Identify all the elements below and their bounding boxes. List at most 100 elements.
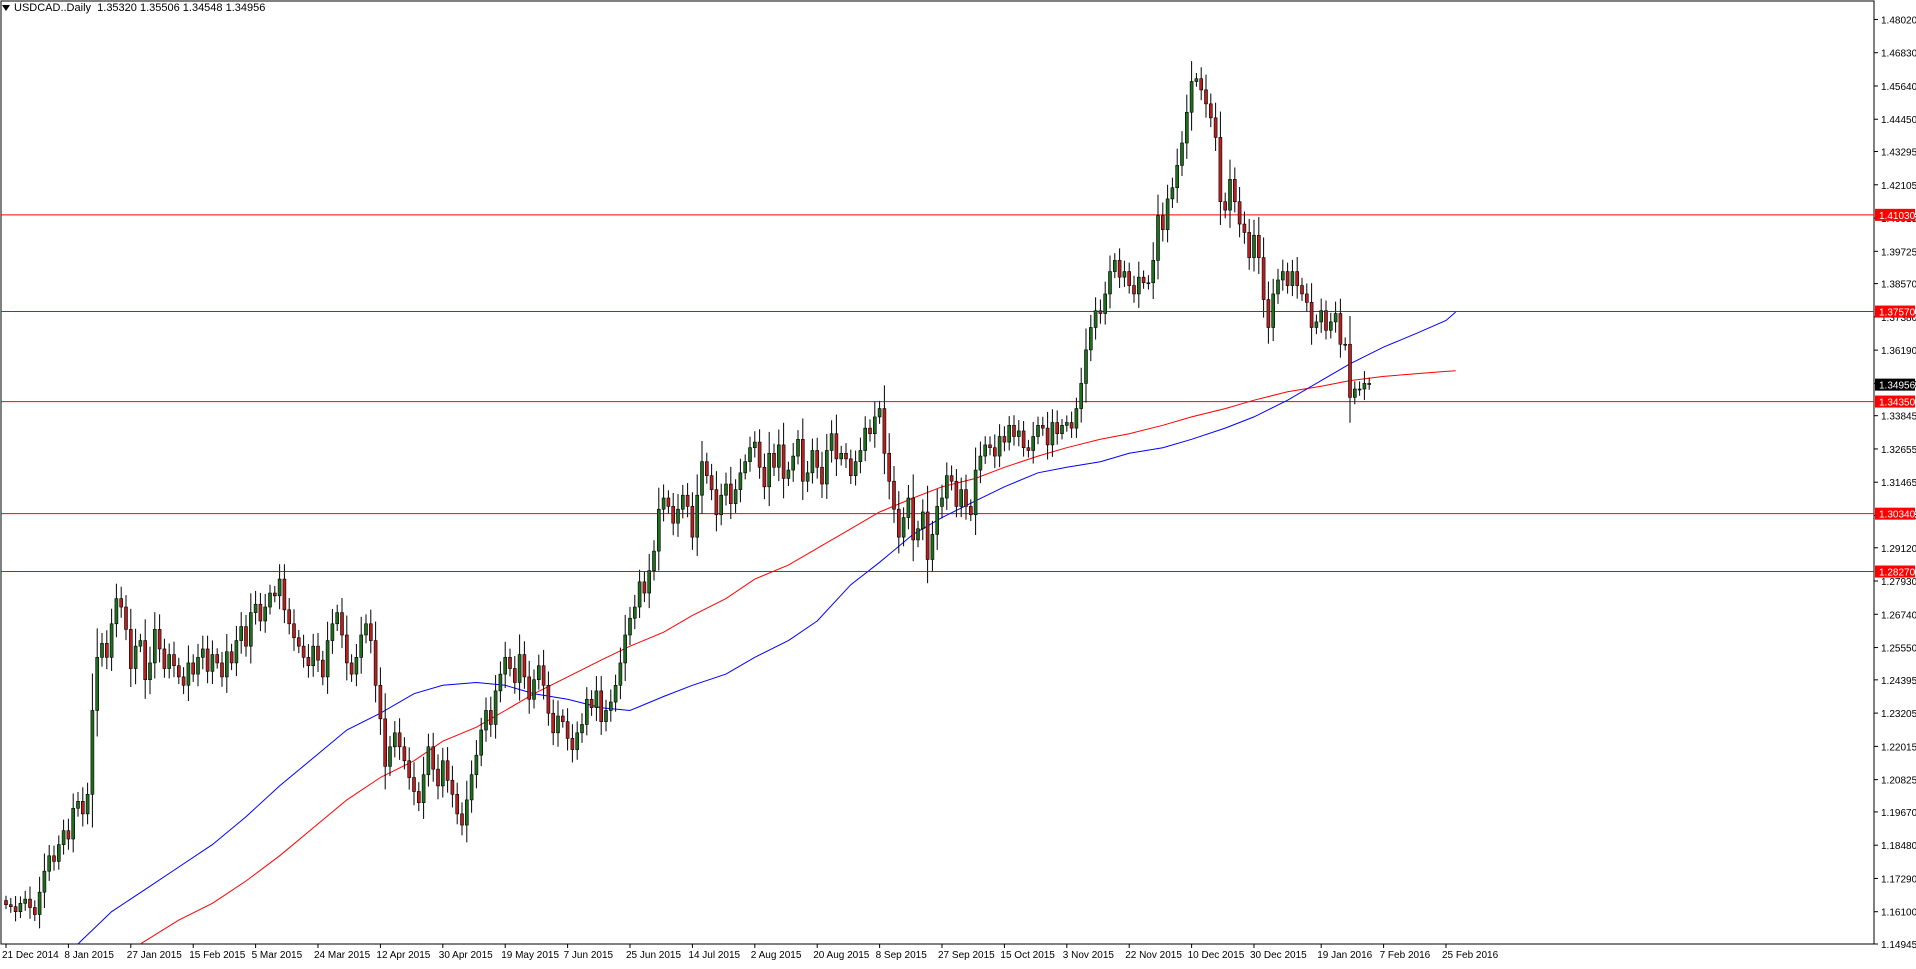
candle-body bbox=[757, 441, 762, 468]
candle-body bbox=[666, 497, 671, 507]
time-axis[interactable]: 21 Dec 2014 8 Jan 2015 27 Jan 2015 15 Feb 2… bbox=[2, 944, 1499, 961]
candle bbox=[1012, 415, 1016, 446]
candle bbox=[1060, 419, 1064, 440]
candle bbox=[66, 818, 71, 850]
candle-body bbox=[335, 612, 340, 625]
y-tick-label: 1.48020 bbox=[1881, 15, 1916, 26]
candle bbox=[225, 633, 229, 693]
candle bbox=[488, 696, 493, 737]
dropdown-icon[interactable] bbox=[2, 5, 10, 12]
candle bbox=[42, 853, 47, 909]
candle bbox=[944, 462, 949, 510]
candle bbox=[978, 441, 983, 484]
candle-body bbox=[652, 550, 656, 571]
candle bbox=[282, 564, 287, 624]
y-tick-label: 1.27930 bbox=[1881, 577, 1916, 588]
candle bbox=[292, 609, 296, 651]
y-tick-label: 1.22015 bbox=[1881, 742, 1916, 753]
candle-body bbox=[848, 458, 853, 476]
candle-body bbox=[1156, 215, 1160, 261]
candle bbox=[1309, 283, 1314, 345]
candle-body bbox=[301, 645, 306, 658]
candle-body bbox=[469, 774, 474, 801]
candle-body bbox=[1175, 165, 1179, 189]
candle bbox=[882, 385, 887, 475]
candle-body bbox=[1237, 201, 1242, 225]
candle-body bbox=[1165, 198, 1170, 230]
candle bbox=[1333, 301, 1338, 333]
candle-body bbox=[1127, 271, 1131, 286]
candle bbox=[776, 429, 781, 482]
candle-body bbox=[311, 645, 316, 667]
candle-body bbox=[392, 732, 397, 748]
candle-body bbox=[1367, 383, 1371, 385]
candle bbox=[1305, 283, 1309, 312]
candle bbox=[1084, 328, 1088, 403]
candle-body bbox=[796, 439, 800, 457]
candle-body bbox=[1324, 310, 1328, 331]
candle bbox=[335, 604, 340, 631]
candle-body bbox=[162, 648, 167, 669]
candle bbox=[1194, 72, 1199, 87]
candle bbox=[440, 747, 445, 798]
current-price-tag-label: 1.34956 bbox=[1879, 381, 1916, 392]
candle bbox=[105, 630, 109, 670]
candle-body bbox=[1199, 78, 1203, 91]
horizontal-levels[interactable] bbox=[1, 214, 1874, 573]
candle bbox=[820, 451, 824, 498]
candle bbox=[896, 491, 901, 554]
price-axis[interactable]: 1.48020 1.46830 1.45640 1.44450 1.43295 1.421… bbox=[1874, 15, 1916, 951]
y-tick-label: 1.37380 bbox=[1881, 313, 1916, 324]
candle-body bbox=[460, 813, 464, 826]
candle bbox=[421, 756, 426, 819]
candle-body bbox=[1209, 103, 1213, 119]
candle bbox=[872, 401, 877, 448]
candle bbox=[76, 792, 80, 817]
candle-body bbox=[800, 439, 805, 482]
candle bbox=[546, 671, 551, 726]
candle bbox=[709, 463, 714, 501]
y-tick-label: 1.39725 bbox=[1881, 247, 1916, 258]
level-price-tag-label: 1.30340 bbox=[1879, 510, 1916, 521]
candle bbox=[1103, 281, 1107, 325]
candle-body bbox=[153, 629, 157, 664]
candle-body bbox=[1357, 388, 1362, 391]
candle bbox=[608, 689, 613, 722]
candle-body bbox=[1093, 310, 1098, 328]
candle bbox=[1117, 248, 1122, 288]
candle bbox=[906, 485, 911, 530]
candle-body bbox=[829, 433, 834, 451]
candle-body bbox=[882, 408, 887, 454]
candle bbox=[796, 430, 800, 465]
candle-body bbox=[810, 450, 815, 474]
candle bbox=[1021, 420, 1026, 457]
candle-body bbox=[407, 760, 412, 778]
candle-body bbox=[1146, 282, 1151, 285]
candle-body bbox=[532, 679, 536, 700]
candle-body bbox=[1295, 271, 1299, 286]
candle-body bbox=[1319, 310, 1323, 323]
level-price-tag-label: 1.41030 bbox=[1879, 211, 1916, 222]
candle bbox=[671, 492, 676, 536]
candle bbox=[392, 721, 397, 758]
candle bbox=[148, 646, 152, 695]
candle bbox=[229, 643, 234, 671]
candle-body bbox=[368, 623, 373, 641]
candle-body bbox=[220, 662, 224, 678]
candle bbox=[604, 699, 608, 732]
candle bbox=[1276, 268, 1280, 304]
candle bbox=[1271, 278, 1275, 342]
candle-body bbox=[584, 698, 589, 725]
ma-fast-line bbox=[77, 311, 1456, 945]
candle bbox=[1209, 93, 1213, 128]
candle-body bbox=[186, 662, 191, 686]
candle-body bbox=[258, 603, 263, 622]
candle-body bbox=[124, 606, 128, 630]
candle-body bbox=[1084, 349, 1088, 384]
candle bbox=[829, 420, 834, 463]
candles bbox=[4, 61, 1371, 929]
candle bbox=[656, 487, 661, 571]
candle-body bbox=[714, 489, 719, 516]
candle bbox=[925, 485, 930, 584]
candle bbox=[810, 438, 815, 484]
